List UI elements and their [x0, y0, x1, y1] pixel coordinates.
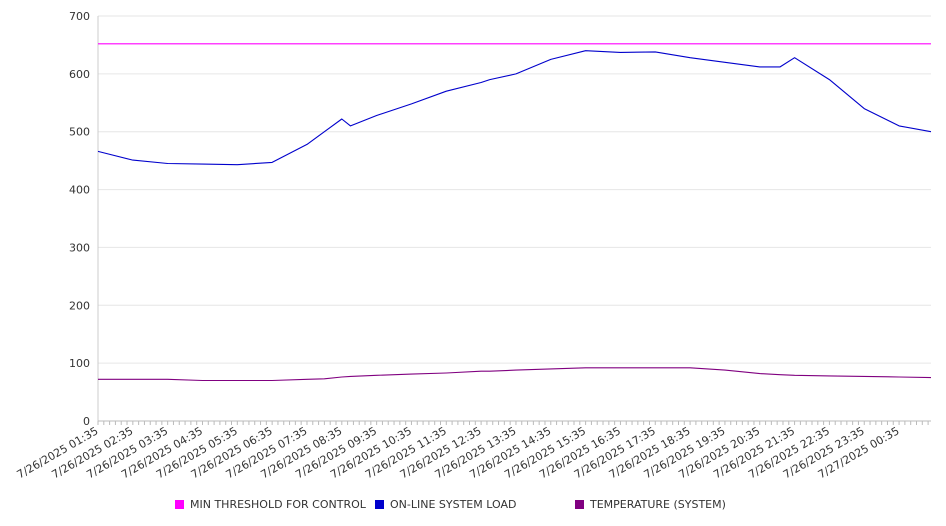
legend-label-system-load: ON-LINE SYSTEM LOAD: [390, 498, 517, 511]
legend-item-min-threshold[interactable]: MIN THRESHOLD FOR CONTROL: [175, 498, 366, 511]
y-tick-label: 600: [69, 68, 90, 81]
y-tick-label: 100: [69, 357, 90, 370]
legend-label-temperature: TEMPERATURE (SYSTEM): [590, 498, 726, 511]
gridlines: [98, 15, 931, 364]
legend-swatch-system-load: [375, 500, 384, 509]
legend-item-temperature[interactable]: TEMPERATURE (SYSTEM): [575, 498, 726, 511]
y-tick-label: 700: [69, 10, 90, 23]
x-tick-labels: 7/26/2025 01:357/26/2025 02:357/26/2025 …: [15, 424, 902, 481]
series-line-system-load: [97, 50, 932, 166]
y-tick-labels: 0 100 200 300 400 500 600 700: [69, 10, 90, 428]
y-tick-label: 300: [69, 241, 90, 254]
y-tick-label: 200: [69, 299, 90, 312]
legend-swatch-min-threshold: [175, 500, 184, 509]
y-tick-label: 400: [69, 184, 90, 197]
axes: [97, 16, 931, 425]
y-tick-label: 500: [69, 126, 90, 139]
legend-item-system-load[interactable]: ON-LINE SYSTEM LOAD: [375, 498, 516, 511]
series-line-temperature: [98, 367, 932, 382]
legend-label-min-threshold: MIN THRESHOLD FOR CONTROL: [190, 498, 366, 511]
legend-swatch-temperature: [575, 500, 584, 509]
legend: MIN THRESHOLD FOR CONTROL ON-LINE SYSTEM…: [0, 498, 946, 514]
series-lines: [97, 43, 932, 382]
y-tick-label: 0: [83, 415, 90, 428]
